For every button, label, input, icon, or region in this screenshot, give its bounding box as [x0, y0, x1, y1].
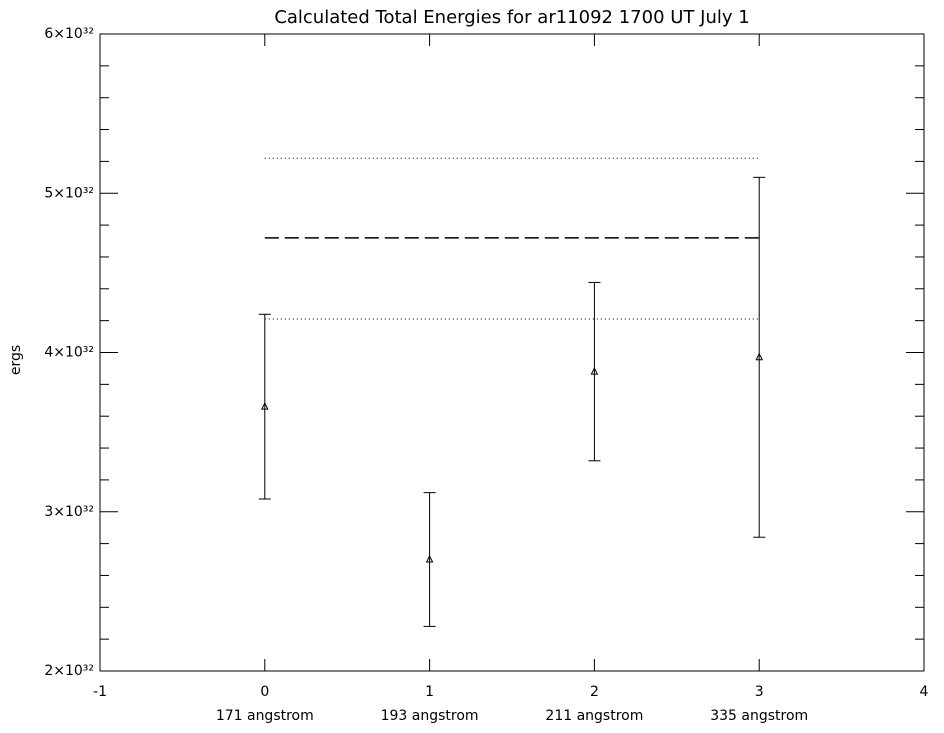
point — [260, 402, 269, 410]
category-label: 171 angstrom — [216, 708, 314, 724]
point — [590, 366, 599, 375]
x-tick-label: 0 — [260, 684, 269, 700]
error-bar — [258, 313, 271, 500]
y-tick-label: 2×10³² — [44, 663, 94, 679]
point — [425, 554, 434, 563]
x-tick-label: 1 — [425, 684, 434, 700]
x-tick-label: -1 — [93, 684, 107, 700]
point — [755, 352, 764, 361]
error-bar — [423, 492, 436, 627]
category-label: 193 angstrom — [381, 708, 479, 724]
y-tick-label: 3×10³² — [44, 504, 94, 520]
y-tick-label: 6×10³² — [44, 26, 94, 42]
error-bar — [588, 281, 601, 462]
chart-title: Calculated Total Energies for ar11092 17… — [274, 7, 749, 28]
y-tick-label: 5×10³² — [44, 185, 94, 201]
plot-frame — [99, 33, 925, 672]
x-tick-label: 4 — [920, 684, 929, 700]
category-label: 335 angstrom — [710, 708, 808, 724]
y-tick-label: 4×10³² — [44, 345, 94, 361]
category-label: 211 angstrom — [545, 708, 643, 724]
x-tick-label: 3 — [755, 684, 764, 700]
error-bar — [753, 176, 766, 538]
y-axis-label: ergs — [8, 345, 24, 375]
x-tick-label: 2 — [590, 684, 599, 700]
